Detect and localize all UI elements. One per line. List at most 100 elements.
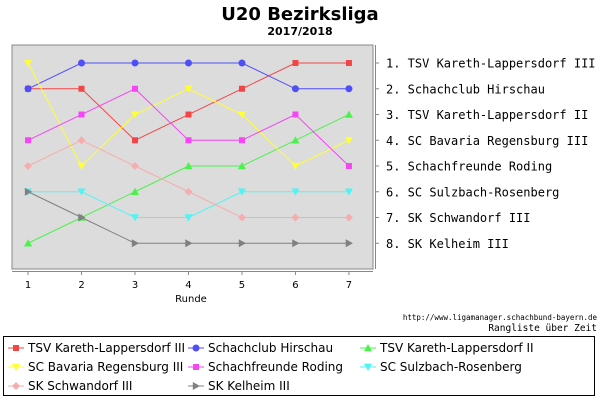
- data-point: [238, 85, 245, 92]
- data-point: [25, 137, 32, 144]
- legend-item: Schachclub Hirschau: [188, 338, 333, 358]
- chart-title: U20 Bezirksliga: [221, 4, 378, 25]
- legend-label: Schachclub Hirschau: [208, 341, 334, 355]
- legend-swatch: [360, 363, 376, 371]
- data-point: [185, 137, 192, 144]
- legend-item: SK Kelheim III: [188, 376, 290, 396]
- legend-item: Schachfreunde Roding: [188, 357, 343, 377]
- series-7: [24, 187, 353, 248]
- x-tick-label: 2: [78, 280, 84, 291]
- rank-label: 8. SK Kelheim III: [386, 237, 509, 251]
- data-point: [184, 162, 193, 170]
- legend-swatch-marker: [364, 363, 372, 371]
- data-point: [77, 136, 86, 145]
- data-point: [131, 162, 140, 171]
- data-point: [24, 85, 32, 93]
- data-point: [184, 59, 192, 67]
- series-6: [24, 136, 353, 222]
- rank-label: 4. SC Bavaria Regensburg III: [386, 134, 588, 148]
- data-point: [238, 137, 245, 144]
- data-point: [237, 162, 246, 170]
- x-tick-label: 6: [292, 280, 298, 291]
- data-point: [238, 239, 246, 248]
- legend-label: TSV Kareth-Lappersdorf III: [28, 341, 186, 355]
- series-group: [24, 59, 353, 248]
- rank-labels: 1. TSV Kareth-Lappersdorf III 2. Schachcl…: [375, 57, 596, 251]
- data-point: [237, 213, 246, 222]
- legend-item: TSV Kareth-Lappersdorf III: [8, 338, 185, 358]
- data-point: [131, 59, 139, 67]
- legend-item: SC Sulzbach-Rosenberg: [360, 357, 522, 377]
- legend-swatch: [8, 382, 24, 390]
- rank-label: 2. Schachclub Hirschau: [386, 82, 545, 96]
- legend-label: SK Kelheim III: [208, 379, 290, 393]
- legend-item: SC Bavaria Regensburg III: [8, 357, 183, 377]
- data-point: [291, 188, 300, 196]
- data-point: [131, 187, 140, 195]
- legend-label: SK Schwandorf III: [28, 379, 133, 393]
- legend-label: SC Sulzbach-Rosenberg: [380, 360, 522, 374]
- data-point: [291, 136, 300, 144]
- data-point: [78, 111, 85, 118]
- legend-swatch: [188, 364, 204, 370]
- data-point: [345, 60, 352, 67]
- legend-item: SK Schwandorf III: [8, 376, 132, 396]
- legend-swatch: [8, 345, 24, 351]
- data-point: [184, 187, 193, 196]
- x-axis-ticks: 1 2 3 4 5 6 7: [25, 271, 352, 291]
- data-point: [78, 85, 85, 92]
- legend-swatch: [8, 363, 24, 371]
- data-point: [77, 162, 86, 171]
- data-point: [132, 137, 139, 144]
- legend-swatch: [360, 344, 376, 352]
- series-3: [24, 59, 353, 171]
- legend: TSV Kareth-Lappersdorf III Schachclub Hir…: [3, 336, 595, 396]
- data-point: [344, 110, 353, 118]
- footer-caption: Rangliste über Zeit: [488, 323, 597, 334]
- data-point: [292, 239, 300, 248]
- x-axis-label: Runde: [175, 294, 207, 305]
- x-tick-label: 1: [25, 280, 31, 291]
- rank-label: 7. SK Schwandorf III: [386, 211, 531, 225]
- legend-swatch-marker: [192, 382, 200, 390]
- data-point: [292, 111, 299, 118]
- series-4: [25, 85, 352, 170]
- data-point: [131, 239, 140, 248]
- x-tick-label: 5: [239, 280, 245, 291]
- legend-label: SC Bavaria Regensburg III: [28, 360, 184, 374]
- data-point: [291, 162, 300, 171]
- legend-item: TSV Kareth-Lappersdorf II: [360, 338, 534, 358]
- x-tick-label: 4: [185, 280, 191, 291]
- data-point: [344, 213, 353, 222]
- plot-area: [11, 44, 374, 270]
- data-point: [345, 239, 353, 248]
- data-point: [238, 59, 246, 67]
- data-point: [77, 188, 86, 196]
- legend-label: Schachfreunde Roding: [208, 360, 343, 374]
- legend-swatch-marker: [12, 363, 20, 371]
- data-point: [132, 85, 139, 92]
- x-tick-label: 3: [132, 280, 138, 291]
- data-point: [24, 239, 33, 247]
- data-point: [24, 59, 33, 68]
- data-point: [292, 60, 299, 67]
- series-1: [24, 59, 353, 93]
- data-point: [345, 163, 352, 170]
- data-point: [344, 137, 353, 145]
- data-point: [291, 85, 299, 93]
- data-point: [237, 188, 246, 196]
- data-point: [184, 85, 193, 93]
- rank-label: 1. TSV Kareth-Lappersdorf III: [386, 57, 596, 71]
- legend-label: TSV Kareth-Lappersdorf II: [380, 341, 534, 355]
- data-point: [237, 111, 246, 119]
- legend-swatch-marker: [364, 344, 372, 352]
- data-point: [24, 162, 33, 171]
- rank-label: 3. TSV Kareth-Lappersdorf II: [386, 108, 588, 122]
- data-point: [78, 213, 86, 222]
- data-point: [131, 214, 140, 222]
- data-point: [131, 111, 140, 119]
- data-point: [344, 188, 353, 196]
- legend-swatch-marker: [192, 344, 200, 352]
- source-url[interactable]: http://www.ligamanager.schachbund-bayern…: [403, 313, 598, 322]
